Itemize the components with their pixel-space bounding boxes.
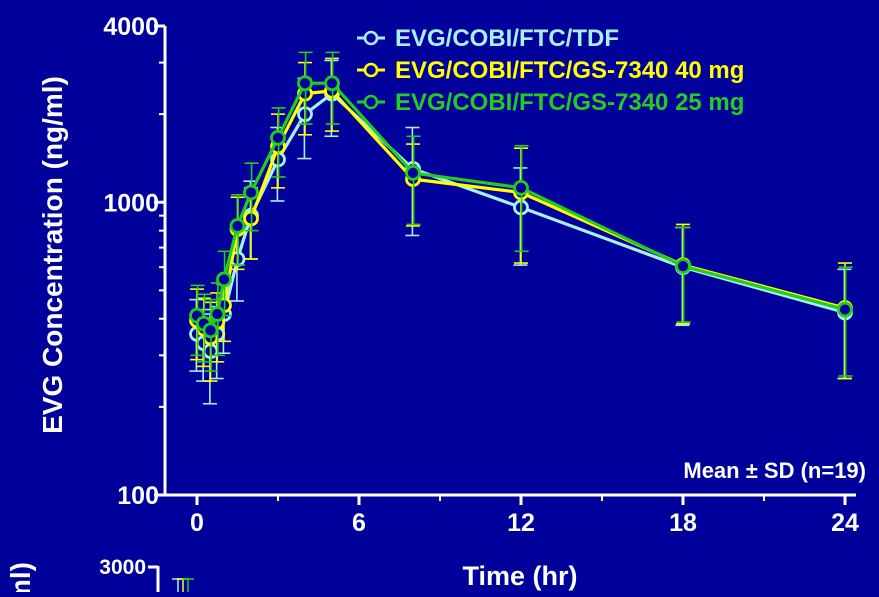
data-point (229, 218, 246, 234)
x-axis-title: Time (hr) (462, 561, 577, 591)
series-layer (189, 51, 853, 405)
data-point (297, 75, 313, 92)
data-point (243, 184, 259, 201)
series-3 (189, 51, 853, 377)
x-tick-label: 0 (190, 509, 204, 537)
mean-sd-annotation: Mean ± SD (n=19) (683, 458, 866, 483)
x-tick-label: 6 (352, 509, 366, 537)
y-tick-label: 100 (117, 482, 159, 510)
legend-entry: EVG/COBI/FTC/TDF (357, 25, 619, 52)
y-tick-label: 4000 (103, 13, 159, 41)
x-ticks: 0 6 12 18 24 (190, 495, 859, 537)
second-chart-y-ticks: 3000 (99, 556, 194, 592)
legend-label: EVG/COBI/FTC/TDF (395, 25, 619, 52)
y-tick-label: 1000 (103, 189, 159, 217)
data-point (675, 258, 691, 275)
data-point (324, 75, 340, 92)
y-minor-ticks (159, 61, 165, 408)
second-chart-y-tick-label: 3000 (99, 556, 146, 579)
data-point (405, 164, 421, 181)
y-ticks: 100 1000 4000 (103, 13, 165, 510)
legend-label: EVG/COBI/FTC/GS-7340 25 mg (395, 89, 744, 116)
data-point (216, 271, 232, 288)
data-point (513, 179, 529, 196)
legend-entry: EVG/COBI/FTC/GS-7340 25 mg (357, 89, 744, 116)
legend-label: EVG/COBI/FTC/GS-7340 40 mg (395, 57, 744, 84)
data-point (837, 301, 853, 318)
legend-marker-icon (363, 62, 379, 78)
second-chart-y-axis-title: ml) (5, 562, 36, 592)
x-tick-label: 18 (669, 509, 697, 537)
legend: EVG/COBI/FTC/TDF EVG/COBI/FTC/GS-7340 40 … (357, 25, 744, 116)
axes: 0 6 12 18 24 100 1000 4000 (103, 13, 859, 537)
data-point (209, 306, 226, 322)
legend-marker-icon (363, 94, 379, 110)
y-axis-title: EVG Concentration (ng/ml) (37, 76, 68, 434)
x-tick-label: 24 (831, 509, 859, 537)
x-tick-label: 12 (507, 509, 535, 537)
data-point (202, 322, 219, 339)
second-chart-partial: 3000 ml) (5, 556, 194, 597)
legend-entry: EVG/COBI/FTC/GS-7340 40 mg (357, 57, 744, 84)
legend-marker-icon (363, 30, 379, 46)
data-point (270, 129, 286, 146)
